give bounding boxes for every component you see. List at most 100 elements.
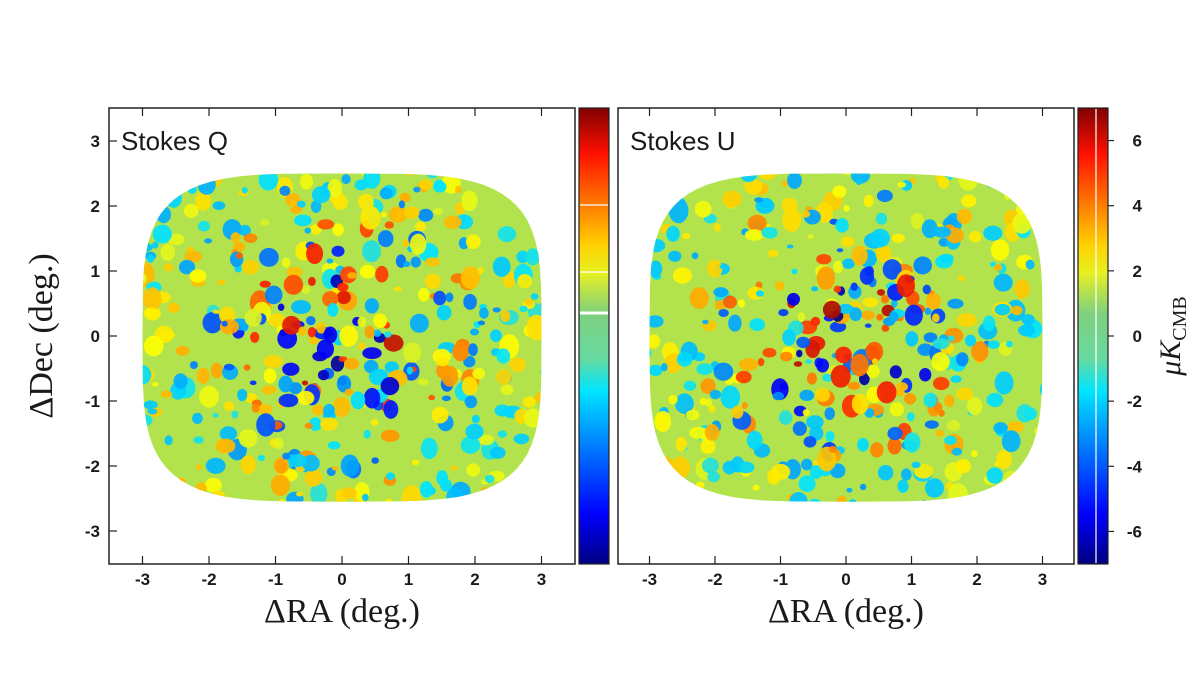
map-pixel (887, 437, 902, 455)
colorbar-tick-label: 6 (1133, 132, 1142, 151)
map-pixel (175, 345, 190, 356)
map-pixel (696, 363, 714, 375)
map-pixel (244, 308, 262, 327)
map-pixel (418, 287, 430, 302)
map-pixel (479, 307, 489, 319)
map-pixel (836, 248, 844, 253)
map-pixel (944, 394, 955, 408)
colorbar-tick-label: -2 (1127, 392, 1142, 411)
map-pixel (445, 292, 454, 303)
map-pixel (749, 318, 766, 332)
map-pixel (477, 320, 486, 326)
map-pixel (311, 404, 325, 416)
map-pixel (731, 405, 744, 419)
map-pixel (363, 387, 381, 409)
map-pixel (460, 266, 480, 290)
panel-q-ylabel: ΔDec (deg.) (23, 253, 60, 418)
map-pixel (237, 388, 248, 402)
map-pixel (242, 260, 259, 275)
map-pixel (402, 239, 410, 247)
map-pixel (310, 224, 322, 235)
map-pixel (738, 358, 759, 371)
map-pixel (986, 467, 1003, 484)
map-pixel (316, 322, 326, 334)
map-pixel (803, 436, 817, 448)
map-pixel (360, 205, 381, 230)
map-pixel (327, 441, 341, 450)
map-pixel (846, 487, 853, 493)
map-pixel (322, 291, 339, 307)
map-pixel (279, 185, 291, 196)
map-pixel (746, 430, 763, 450)
map-pixel (761, 226, 778, 239)
map-pixel (204, 477, 222, 493)
map-pixel (347, 272, 358, 279)
map-pixel (339, 325, 358, 347)
map-pixel (296, 200, 306, 208)
map-pixel (308, 417, 322, 432)
map-pixel (906, 412, 915, 422)
map-pixel (278, 499, 286, 502)
map-pixel (362, 240, 381, 263)
map-pixel (380, 429, 400, 442)
map-pixel (720, 385, 740, 409)
y-tick-label: 0 (91, 327, 100, 346)
map-pixel (935, 429, 945, 437)
map-pixel (332, 194, 348, 210)
map-pixel (1006, 340, 1013, 348)
map-pixel (243, 233, 258, 243)
map-pixel (178, 259, 196, 275)
map-pixel (689, 426, 708, 439)
map-pixel (778, 410, 793, 425)
map-pixel (306, 316, 316, 326)
map-pixel (782, 207, 802, 232)
map-pixel (891, 233, 905, 243)
map-pixel (685, 409, 700, 421)
map-pixel (317, 219, 335, 230)
map-pixel (152, 381, 159, 387)
map-pixel (258, 173, 278, 191)
map-pixel (261, 385, 277, 395)
map-pixel (354, 179, 369, 191)
map-pixel (911, 461, 921, 469)
map-pixel (189, 269, 207, 283)
map-pixel (993, 422, 1008, 434)
y-tick-label: 3 (91, 132, 100, 151)
map-pixel (256, 404, 273, 415)
map-pixel (496, 348, 511, 364)
map-pixel (465, 423, 484, 440)
map-pixel (721, 190, 742, 208)
map-pixel (338, 356, 348, 362)
map-pixel (332, 396, 351, 417)
map-pixel (267, 313, 286, 328)
map-pixel (774, 281, 785, 291)
map-pixel (160, 390, 173, 398)
x-tick-label: -1 (268, 570, 283, 589)
map-pixel (987, 340, 1000, 349)
map-pixel (649, 364, 663, 376)
map-pixel (833, 260, 843, 274)
map-pixel (913, 256, 932, 275)
map-pixel (835, 346, 852, 364)
map-pixel (441, 365, 459, 387)
map-pixel (492, 307, 501, 313)
map-pixel (259, 280, 271, 288)
map-pixel (881, 294, 889, 304)
x-tick-label: 0 (337, 570, 346, 589)
map-pixel (735, 370, 752, 384)
map-pixel (282, 362, 300, 376)
map-pixel (364, 325, 375, 339)
map-pixel (956, 387, 974, 401)
map-pixel (193, 436, 204, 444)
map-pixel (236, 252, 243, 260)
map-pixel (925, 293, 942, 310)
map-pixel (828, 445, 838, 453)
map-pixel (327, 302, 339, 317)
map-pixel (331, 466, 339, 471)
map-pixel (484, 474, 495, 483)
map-pixel (816, 254, 832, 265)
panel-q-title: Stokes Q (121, 126, 228, 156)
map-pixel (850, 282, 858, 291)
map-pixel (889, 365, 902, 379)
y-tick-label: 1 (91, 262, 100, 281)
